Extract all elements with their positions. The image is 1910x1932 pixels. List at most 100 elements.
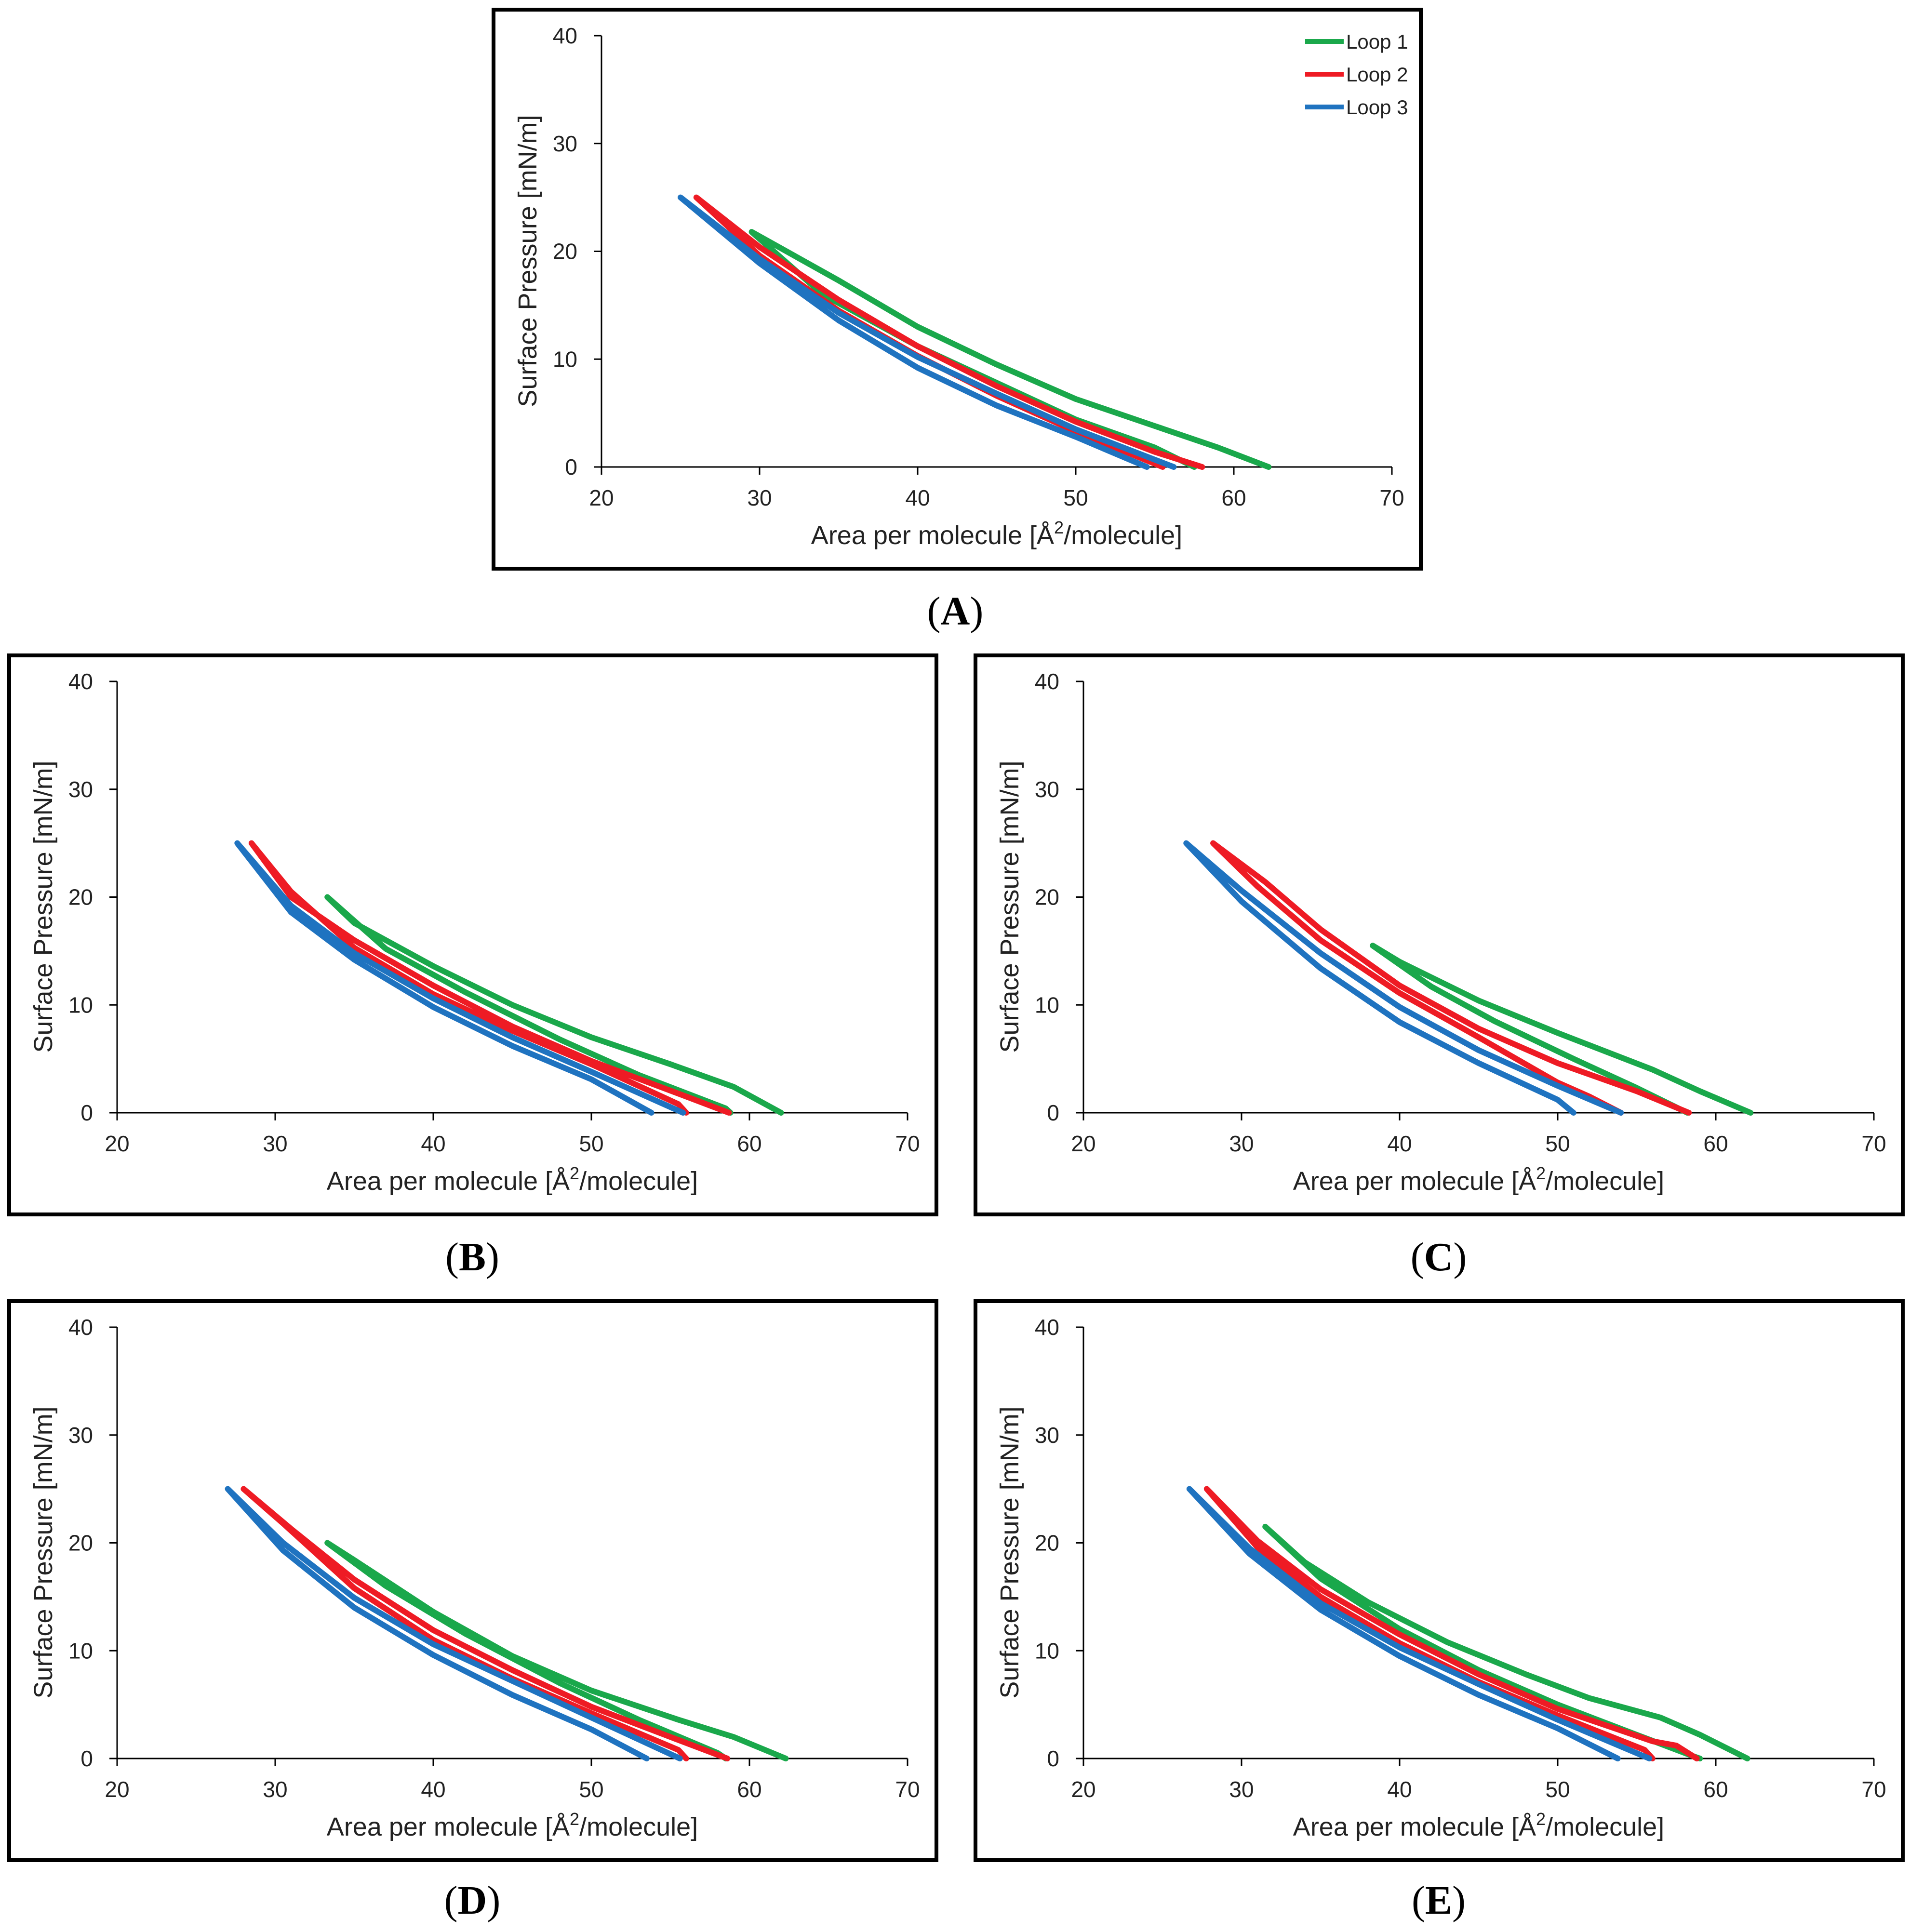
chart-b-x-tick-label: 40 [421, 1131, 445, 1156]
chart-a-series-loop-1 [748, 229, 1272, 470]
chart-panel-d: 20 30 40 50 60 70 0 10 20 30 40 Area per molecule [… [7, 1299, 938, 1862]
caption-e: (E) [1412, 1878, 1466, 1923]
chart-e-x-tick-label: 20 [1071, 1777, 1095, 1802]
chart-e-x-axis-label: Area per molecule [Å2/molecule] [1293, 1809, 1664, 1841]
chart-e-y-tick-label: 30 [1035, 1423, 1059, 1448]
chart-a-y-tick-label: 40 [553, 23, 577, 48]
chart-b-x-tick-label: 30 [263, 1131, 287, 1156]
chart-d-x-axis-label: Area per molecule [Å2/molecule] [327, 1809, 698, 1841]
chart-a-svg: 20 30 40 50 60 70 0 10 20 30 40 Area per molecule [… [513, 23, 1408, 550]
chart-d-x-tick-label: 40 [421, 1777, 445, 1802]
chart-e-y-tick-label: 0 [1047, 1746, 1059, 1771]
chart-b-y-tick-label: 10 [68, 992, 93, 1017]
chart-panel-c: 20 30 40 50 60 70 0 10 20 30 40 Area per molecule [… [974, 653, 1905, 1216]
chart-a-x-tick-label: 30 [747, 485, 772, 510]
chart-c-y-tick-label: 30 [1035, 777, 1059, 802]
chart-b-x-tick-label: 60 [737, 1131, 761, 1156]
chart-d-y-tick-label: 40 [68, 1315, 93, 1340]
caption-c: (C) [1410, 1235, 1467, 1279]
chart-e-y-tick-label: 10 [1035, 1638, 1059, 1663]
chart-d-x-tick-label: 50 [579, 1777, 603, 1802]
chart-c-series-loop-3 [1183, 840, 1624, 1116]
caption-d: (D) [444, 1878, 501, 1923]
chart-d-series-loop-3 [225, 1486, 683, 1761]
chart-panel-a: 20 30 40 50 60 70 0 10 20 30 40 Area per molecule [… [492, 8, 1423, 571]
chart-d-x-tick-label: 30 [263, 1777, 287, 1802]
chart-e-x-tick-label: 70 [1861, 1777, 1886, 1802]
chart-c-x-tick-label: 30 [1229, 1131, 1254, 1156]
chart-b-series-loop-2 [248, 840, 732, 1116]
chart-e-x-tick-label: 50 [1545, 1777, 1570, 1802]
chart-e-y-tick-label: 20 [1035, 1531, 1059, 1556]
chart-b-y-tick-label: 0 [80, 1100, 93, 1125]
caption-b: (B) [445, 1235, 499, 1279]
chart-a-legend-label: Loop 1 [1346, 30, 1408, 53]
chart-d-svg: 20 30 40 50 60 70 0 10 20 30 40 Area per molecule [… [29, 1315, 920, 1841]
chart-a-x-tick-label: 20 [589, 485, 614, 510]
chart-c-x-axis-label: Area per molecule [Å2/molecule] [1293, 1163, 1664, 1196]
chart-d-y-tick-label: 0 [80, 1746, 93, 1771]
chart-a-x-tick-label: 70 [1379, 485, 1404, 510]
chart-c-y-tick-label: 20 [1035, 885, 1059, 910]
chart-c-x-tick-label: 40 [1387, 1131, 1412, 1156]
chart-e-svg: 20 30 40 50 60 70 0 10 20 30 40 Area per molecule [… [995, 1315, 1886, 1841]
chart-c-y-tick-label: 10 [1035, 992, 1059, 1017]
chart-a-x-tick-label: 40 [905, 485, 930, 510]
caption-d-label: D [457, 1878, 487, 1923]
chart-c-series-loop-1 [1370, 943, 1754, 1116]
chart-c-x-tick-label: 60 [1703, 1131, 1728, 1156]
chart-a-y-tick-label: 30 [553, 131, 577, 156]
chart-b-x-axis-label: Area per molecule [Å2/molecule] [327, 1163, 698, 1196]
chart-d-series-loop-2 [240, 1486, 731, 1761]
chart-a-y-tick-label: 0 [565, 454, 577, 480]
caption-a: (A) [927, 589, 984, 634]
chart-a-legend-label: Loop 2 [1346, 63, 1408, 86]
chart-panel-b: 20 30 40 50 60 70 0 10 20 30 40 Area per molecule [… [7, 653, 938, 1216]
caption-a-label: A [940, 589, 970, 634]
chart-e-series-loop-3 [1186, 1486, 1653, 1761]
caption-e-label: E [1425, 1878, 1453, 1923]
chart-c-y-tick-label: 40 [1035, 669, 1059, 694]
chart-a-series-loop-2 [693, 194, 1205, 470]
chart-a-series-loop-3 [678, 194, 1177, 470]
chart-a-x-tick-label: 60 [1221, 485, 1246, 510]
chart-e-series-loop-2 [1203, 1486, 1700, 1761]
chart-b-y-tick-label: 20 [68, 885, 93, 910]
chart-a-y-tick-label: 20 [553, 239, 577, 264]
chart-b-y-axis-label: Surface Pressure [mN/m] [29, 760, 58, 1053]
chart-e-y-axis-label: Surface Pressure [mN/m] [995, 1406, 1024, 1698]
chart-a-legend-label: Loop 3 [1346, 96, 1408, 119]
chart-d-x-tick-label: 20 [105, 1777, 129, 1802]
chart-b-x-tick-label: 50 [579, 1131, 603, 1156]
chart-e-x-tick-label: 60 [1703, 1777, 1728, 1802]
chart-a-y-axis-label: Surface Pressure [mN/m] [513, 115, 542, 407]
chart-b-y-tick-label: 30 [68, 777, 93, 802]
chart-e-y-tick-label: 40 [1035, 1315, 1059, 1340]
chart-b-series-loop-3 [234, 840, 686, 1116]
chart-a-x-tick-label: 50 [1063, 485, 1088, 510]
chart-c-x-tick-label: 70 [1861, 1131, 1886, 1156]
caption-b-label: B [458, 1235, 486, 1279]
chart-b-y-tick-label: 40 [68, 669, 93, 694]
chart-a-x-axis-label: Area per molecule [Å2/molecule] [811, 518, 1182, 550]
chart-e-x-tick-label: 40 [1387, 1777, 1412, 1802]
chart-e-series-loop-1 [1262, 1523, 1750, 1761]
chart-e-x-tick-label: 30 [1229, 1777, 1254, 1802]
chart-b-x-tick-label: 20 [105, 1131, 129, 1156]
chart-c-y-tick-label: 0 [1047, 1100, 1059, 1125]
chart-c-x-tick-label: 20 [1071, 1131, 1095, 1156]
chart-b-svg: 20 30 40 50 60 70 0 10 20 30 40 Area per molecule [… [29, 669, 920, 1196]
chart-d-x-tick-label: 70 [895, 1777, 920, 1802]
chart-b-x-tick-label: 70 [895, 1131, 920, 1156]
chart-a-y-tick-label: 10 [553, 346, 577, 372]
chart-c-x-tick-label: 50 [1545, 1131, 1570, 1156]
caption-c-label: C [1424, 1235, 1454, 1279]
chart-d-y-axis-label: Surface Pressure [mN/m] [29, 1406, 58, 1698]
chart-c-series-loop-2 [1210, 840, 1692, 1116]
chart-d-x-tick-label: 60 [737, 1777, 761, 1802]
chart-c-y-axis-label: Surface Pressure [mN/m] [995, 760, 1024, 1053]
chart-panel-e: 20 30 40 50 60 70 0 10 20 30 40 Area per molecule [… [974, 1299, 1905, 1862]
chart-c-svg: 20 30 40 50 60 70 0 10 20 30 40 Area per molecule [… [995, 669, 1886, 1196]
chart-d-y-tick-label: 20 [68, 1531, 93, 1556]
chart-b-series-loop-1 [324, 894, 784, 1116]
